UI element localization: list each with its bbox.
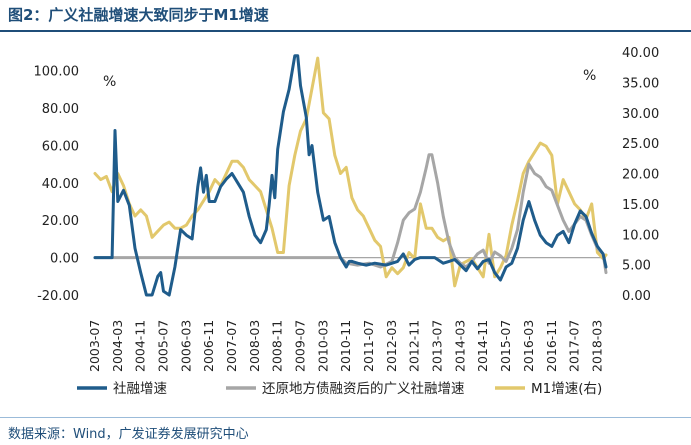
right-tick-label: 35.00 xyxy=(622,76,659,91)
left-tick-label: 80.00 xyxy=(42,102,79,117)
legend-label: M1增速(右) xyxy=(531,381,602,397)
legend-label: 还原地方债融资后的广义社融增速 xyxy=(262,381,465,397)
right-tick-label: 20.00 xyxy=(622,168,659,183)
right-tick-label: 5.00 xyxy=(622,259,651,274)
x-tick-label: 2014-11 xyxy=(475,320,490,372)
x-tick-label: 2014-03 xyxy=(452,320,467,372)
x-tick-label: 2017-07 xyxy=(567,320,582,372)
x-tick-label: 2010-11 xyxy=(338,320,353,372)
left-axis: -20.00 0.00 20.00 40.00 60.00 80.00 100.00 xyxy=(34,65,80,304)
data-source: 数据来源：Wind，广发证券发展研究中心 xyxy=(8,427,249,442)
right-tick-label: 30.00 xyxy=(622,107,659,122)
x-axis: 2003-07 2004-03 2004-11 2005-07 2006-03 2006-… xyxy=(87,257,606,372)
left-tick-label: 100.00 xyxy=(34,65,80,80)
left-tick-label: 0.00 xyxy=(50,252,79,267)
x-tick-label: 2005-07 xyxy=(156,320,171,372)
left-tick-label: 40.00 xyxy=(42,177,79,192)
x-tick-label: 2016-03 xyxy=(521,320,536,372)
right-tick-label: 40.00 xyxy=(622,46,659,61)
page-title: 图2：广义社融增速大致同步于M1增速 xyxy=(8,6,269,24)
x-tick-label: 2012-11 xyxy=(407,320,422,372)
right-tick-label: 25.00 xyxy=(622,137,659,152)
right-tick-label: 15.00 xyxy=(622,198,659,213)
series-line xyxy=(93,153,608,275)
x-tick-label: 2008-03 xyxy=(247,320,262,372)
left-tick-label: 60.00 xyxy=(42,139,79,154)
x-tick-label: 2007-07 xyxy=(224,320,239,372)
right-tick-label: 0.00 xyxy=(622,289,651,304)
x-tick-label: 2013-07 xyxy=(430,320,445,372)
x-tick-label: 2006-11 xyxy=(201,320,216,372)
series-line xyxy=(93,56,608,288)
x-tick-label: 2006-03 xyxy=(178,320,193,372)
x-tick-label: 2016-11 xyxy=(544,320,559,372)
series-line xyxy=(93,54,354,297)
legend: 社融增速 还原地方债融资后的广义社融增速 M1增速(右) xyxy=(77,381,602,397)
x-tick-label: 2011-07 xyxy=(361,320,376,372)
left-axis-unit: % xyxy=(103,74,116,90)
x-tick-label: 2010-03 xyxy=(315,320,330,372)
x-tick-label: 2008-11 xyxy=(270,320,285,372)
title-bar: 图2：广义社融增速大致同步于M1增速 xyxy=(0,0,691,32)
x-tick-label: 2015-07 xyxy=(498,320,513,372)
x-tick-label: 2004-03 xyxy=(110,320,125,372)
footer-divider xyxy=(0,417,691,418)
x-tick-label: 2012-03 xyxy=(384,320,399,372)
legend-label: 社融增速 xyxy=(113,381,167,397)
right-axis: 0.00 5.00 10.00 15.00 20.00 25.00 30.00 35.00 40… xyxy=(622,46,659,304)
left-tick-label: 20.00 xyxy=(42,214,79,229)
x-tick-label: 2004-11 xyxy=(133,320,148,372)
series-line xyxy=(350,200,608,282)
x-tick-label: 2003-07 xyxy=(87,320,102,372)
right-tick-label: 10.00 xyxy=(622,228,659,243)
series-layer xyxy=(93,54,608,297)
right-axis-unit: % xyxy=(583,68,596,84)
left-tick-label: -20.00 xyxy=(37,289,79,304)
x-tick-label: 2009-07 xyxy=(293,320,308,372)
x-tick-label: 2018-03 xyxy=(589,320,604,372)
